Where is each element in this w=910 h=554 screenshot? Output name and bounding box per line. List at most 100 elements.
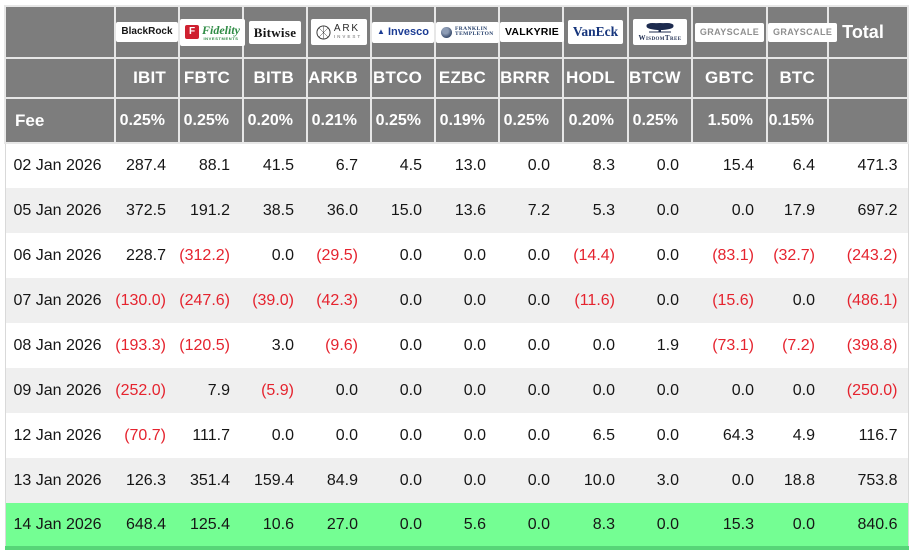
flow-value: 38.5	[243, 188, 307, 233]
flow-value: 0.0	[371, 368, 435, 413]
total-column-header: Total	[827, 5, 909, 59]
flow-value: (11.6)	[563, 278, 628, 323]
table-row: 09 Jan 2026 (252.0) 7.9 (5.9) 0.0 0.0 0.0 0.0 0.…	[4, 368, 909, 413]
provider-fidelity: F Fidelity INVESTMENTS	[178, 5, 245, 59]
ticker-fbtc: FBTC	[178, 57, 244, 99]
invesco-mountain-icon: ▲	[377, 27, 385, 36]
row-date: 06 Jan 2026	[4, 233, 115, 278]
flow-value: 64.3	[692, 413, 767, 458]
provider-ark-invest: ARK INVEST	[306, 5, 372, 59]
flow-value: (312.2)	[179, 233, 243, 278]
vaneck-wordmark: VanEck	[572, 24, 619, 40]
bitwise-wordmark: Bitwise	[253, 24, 297, 40]
logo-header-row: BlackRock F Fidelity INVESTMENTS Bitwise …	[4, 5, 909, 59]
row-total: 753.8	[828, 458, 909, 503]
row-date: 05 Jan 2026	[4, 188, 115, 233]
flow-value: (120.5)	[179, 323, 243, 368]
ticker-gbtc: GBTC	[691, 57, 768, 99]
invesco-wordmark: Invesco	[387, 25, 429, 38]
flow-value: (70.7)	[115, 413, 179, 458]
fidelity-logo: F Fidelity INVESTMENTS	[180, 18, 245, 46]
flow-value: 0.0	[767, 503, 828, 550]
flow-value: 0.0	[435, 368, 499, 413]
flow-value: (42.3)	[307, 278, 371, 323]
ark-subtext: INVEST	[333, 34, 363, 40]
valkyrie-wordmark: VALKYRIE	[505, 25, 559, 38]
ark-wordmark: ARK INVEST	[333, 23, 363, 40]
franklin-emblem-icon	[441, 26, 452, 38]
row-total: 840.6	[828, 503, 909, 550]
flow-value: 0.0	[628, 368, 692, 413]
fee-row-label: Fee	[4, 97, 116, 144]
bitwise-logo: Bitwise	[248, 20, 302, 44]
flow-value: (83.1)	[692, 233, 767, 278]
flow-value: 15.0	[371, 188, 435, 233]
flow-value: 0.0	[435, 233, 499, 278]
flow-value: 7.2	[499, 188, 563, 233]
flow-value: 372.5	[115, 188, 179, 233]
flow-value: (39.0)	[243, 278, 307, 323]
row-total: (250.0)	[828, 368, 909, 413]
fee-ezbc: 0.19%	[434, 97, 500, 144]
ticker-bitb: BITB	[242, 57, 308, 99]
flow-value: 0.0	[628, 413, 692, 458]
flow-value: (5.9)	[243, 368, 307, 413]
row-total: 697.2	[828, 188, 909, 233]
flow-value: 36.0	[307, 188, 371, 233]
provider-franklin-templeton: FRANKLIN TEMPLETON	[434, 5, 500, 59]
ticker-brrr: BRRR	[498, 57, 564, 99]
flow-value: 0.0	[371, 233, 435, 278]
flow-value: 648.4	[115, 503, 179, 550]
provider-grayscale-gbtc: GRAYSCALE	[691, 5, 768, 59]
flow-value: 0.0	[499, 458, 563, 503]
flow-value: 0.0	[499, 368, 563, 413]
fidelity-f-icon: F	[185, 25, 199, 39]
ticker-header-row: IBIT FBTC BITB ARKB BTCO EZBC BRRR HODL …	[4, 57, 909, 99]
flow-value: 191.2	[179, 188, 243, 233]
flow-value: 0.0	[307, 368, 371, 413]
fee-btco: 0.25%	[370, 97, 436, 144]
row-date: 13 Jan 2026	[4, 458, 115, 503]
flow-value: 0.0	[767, 278, 828, 323]
ticker-ezbc: EZBC	[434, 57, 500, 99]
flow-value: 0.0	[435, 278, 499, 323]
flow-value: 1.9	[628, 323, 692, 368]
fee-bitb: 0.20%	[242, 97, 308, 144]
ark-invest-logo: ARK INVEST	[310, 19, 368, 45]
grayscale-mini-wordmark: GRAYSCALE	[773, 26, 833, 37]
flow-value: 10.6	[243, 503, 307, 550]
flow-value: 0.0	[499, 143, 563, 188]
flow-value: (14.4)	[563, 233, 628, 278]
flow-value: 0.0	[371, 458, 435, 503]
flow-table-body: 02 Jan 2026 287.4 88.1 41.5 6.7 4.5 13.0 0.0 8.3…	[4, 143, 909, 550]
flow-value: 4.9	[767, 413, 828, 458]
flow-value: 287.4	[115, 143, 179, 188]
franklin-templeton-logo: FRANKLIN TEMPLETON	[436, 21, 499, 43]
flow-value: 5.3	[563, 188, 628, 233]
flow-value: 0.0	[767, 368, 828, 413]
flow-value: 41.5	[243, 143, 307, 188]
provider-wisdomtree: WisdomTree	[627, 5, 693, 59]
flow-value: (252.0)	[115, 368, 179, 413]
wisdomtree-tree-icon	[646, 23, 674, 33]
flow-value: (73.1)	[692, 323, 767, 368]
row-date: 07 Jan 2026	[4, 278, 115, 323]
flow-value: 8.3	[563, 503, 628, 550]
ticker-total-blank-cell	[827, 57, 909, 99]
flow-value: 0.0	[499, 278, 563, 323]
flow-value: (193.3)	[115, 323, 179, 368]
wisdomtree-wordmark: WisdomTree	[638, 34, 682, 42]
flow-value: 0.0	[243, 413, 307, 458]
blackrock-logo: BlackRock	[116, 22, 178, 42]
flow-value: 0.0	[628, 188, 692, 233]
date-column-header	[4, 5, 116, 59]
flow-value: 0.0	[435, 323, 499, 368]
ark-circle-icon	[316, 24, 331, 40]
flow-value: (9.6)	[307, 323, 371, 368]
flow-value: (130.0)	[115, 278, 179, 323]
flow-value: 126.3	[115, 458, 179, 503]
flow-value: 7.9	[179, 368, 243, 413]
provider-bitwise: Bitwise	[242, 5, 308, 59]
flow-value: 0.0	[628, 278, 692, 323]
flow-value: 84.9	[307, 458, 371, 503]
